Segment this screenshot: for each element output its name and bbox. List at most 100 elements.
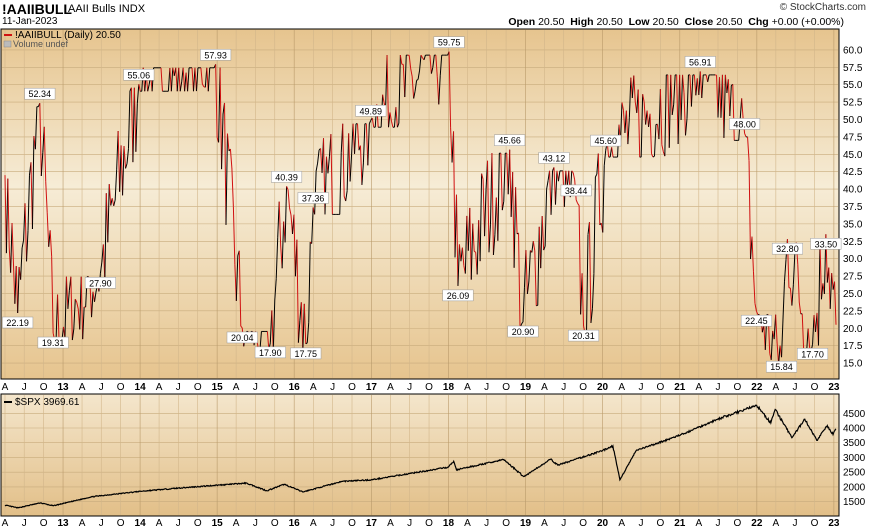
bull-segment [586, 234, 589, 334]
peak-label: 38.44 [560, 184, 592, 197]
x-tick-lower: 23 [828, 518, 840, 529]
symbol-name: AAII Bulls INDX [68, 3, 146, 15]
peak-label: 49.89 [355, 105, 387, 117]
bull-segment [513, 187, 517, 268]
x-tick-upper: A [464, 382, 471, 393]
bull-segment [646, 110, 650, 128]
peak-label-text: 57.93 [204, 50, 227, 60]
bull-segment [305, 342, 308, 345]
bull-segment [362, 123, 366, 163]
chart-date: 11-Jan-2023 [2, 16, 58, 27]
x-tick-lower: A [773, 518, 780, 529]
bull-segment [744, 133, 747, 138]
bull-segment [435, 55, 438, 77]
peak-labels: 22.19 52.34 19.31 27.90 55.06 57.93 20.04 17.90… [2, 36, 842, 373]
bull-segment [429, 55, 432, 74]
peak-label-text: 43.12 [543, 153, 566, 163]
x-tick-lower: 13 [57, 518, 69, 529]
bull-segment [396, 123, 400, 128]
bull-segment [274, 278, 277, 301]
x-tick-upper: O [656, 382, 664, 393]
bull-segment [108, 184, 112, 206]
bull-segment [410, 68, 413, 77]
peak-label: 43.12 [538, 152, 570, 164]
bull-segment [80, 276, 84, 340]
bull-segment [404, 55, 407, 98]
x-tick-upper: 15 [212, 382, 224, 393]
bull-segment [670, 74, 673, 115]
bull-segment [775, 314, 778, 344]
y-tick-upper: 45.0 [843, 150, 863, 161]
bull-segment [11, 223, 14, 263]
bull-segment [368, 120, 372, 124]
bull-segment [806, 328, 809, 352]
bull-segment [509, 149, 512, 217]
bull-segment [455, 194, 459, 286]
bull-segment [306, 322, 310, 343]
bull-segment [413, 90, 416, 99]
bull-segment [518, 233, 521, 329]
x-tick-lower: A [2, 518, 9, 529]
bull-segment [707, 74, 710, 83]
y-tick-lower: 1500 [843, 497, 866, 508]
bull-segment [138, 84, 141, 92]
bull-segment [621, 102, 624, 111]
bull-segment [481, 173, 484, 180]
peak-label: 32.80 [771, 242, 803, 255]
bull-segment [664, 74, 667, 157]
bull-segment [126, 148, 129, 164]
peak-label-text: 40.39 [275, 172, 298, 182]
bull-segment [289, 207, 292, 216]
bull-segment [432, 55, 435, 68]
bull-segment [546, 180, 549, 190]
bull-segment [390, 121, 394, 128]
x-tick-lower: A [464, 518, 471, 529]
bull-segment [448, 51, 452, 128]
bull-segment [741, 98, 744, 119]
bull-segment [578, 205, 582, 315]
bull-segment [473, 250, 476, 253]
bull-segment [487, 160, 490, 253]
bull-segment [470, 223, 474, 280]
bull-segment [512, 172, 515, 268]
bull-segment [46, 212, 50, 247]
x-tick-lower: A [79, 518, 86, 529]
x-tick-upper: J [716, 382, 721, 393]
bull-segment [94, 292, 97, 302]
bull-segment [522, 287, 525, 323]
peak-label-text: 56.91 [689, 57, 712, 67]
bull-segment [751, 236, 754, 272]
bull-segment [572, 172, 576, 181]
bull-segment [160, 67, 163, 92]
bull-segment [783, 259, 787, 282]
y-tick-upper: 17.5 [843, 341, 863, 352]
bull-segment [132, 87, 135, 163]
bull-segment [633, 75, 636, 103]
bull-segment [515, 187, 518, 234]
bull-segment [659, 89, 663, 145]
x-tick-upper: J [176, 382, 181, 393]
bull-segment [395, 107, 398, 128]
bull-segment [602, 165, 605, 233]
bull-segment [464, 215, 468, 274]
bull-segment [24, 203, 28, 262]
bull-segment [127, 90, 131, 149]
bull-segment [324, 156, 327, 215]
x-tick-lower: A [156, 518, 163, 529]
bull-segment [26, 230, 29, 262]
x-tick-upper: 20 [597, 382, 609, 393]
x-tick-lower: J [716, 518, 721, 529]
y-tick-upper: 55.0 [843, 80, 863, 91]
x-tick-lower: J [407, 518, 412, 529]
bull-segment [293, 214, 296, 277]
spx-path [4, 404, 837, 509]
bull-segment [315, 162, 319, 172]
x-tick-lower: O [425, 518, 433, 529]
bull-segment [107, 184, 110, 243]
bull-segment [543, 246, 546, 251]
bull-segment [591, 273, 595, 309]
x-tick-lower: J [793, 518, 798, 529]
bull-segment [51, 256, 54, 334]
y-tick-lower: 2000 [843, 482, 866, 493]
x-tick-lower: 21 [674, 518, 686, 529]
